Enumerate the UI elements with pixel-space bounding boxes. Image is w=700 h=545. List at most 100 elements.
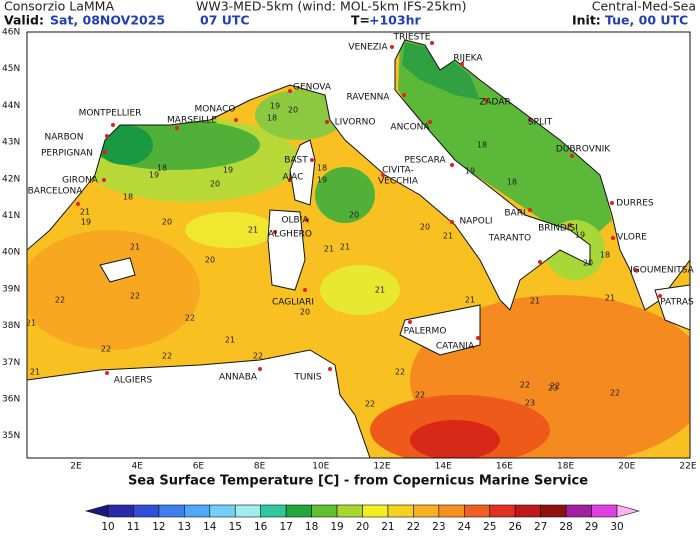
lat-label: 35N	[2, 431, 20, 441]
colorbar-tick-label: 17	[279, 521, 292, 533]
city-label: IGOUMENITSA	[630, 266, 695, 276]
valid-date: Sat, 08NOV2025	[50, 13, 165, 28]
isotherm-label: 19	[81, 218, 91, 227]
sea-hot	[410, 420, 500, 458]
colorbar-tick-label: 10	[101, 521, 114, 533]
colorbar-tick-label: 13	[178, 521, 191, 533]
colorbar-segment	[107, 504, 134, 518]
city-marker	[328, 367, 332, 371]
lat-label: 39N	[2, 284, 20, 294]
isotherm-label: 18	[507, 178, 517, 187]
colorbar-segment	[336, 504, 363, 518]
colorbar-over	[616, 504, 641, 518]
isotherm-label: 22	[610, 389, 620, 398]
city-label: NARBON	[45, 133, 84, 143]
city-marker	[484, 98, 488, 102]
city-marker	[234, 118, 238, 122]
city-marker	[273, 230, 277, 234]
city-marker	[428, 120, 432, 124]
city-marker	[175, 126, 179, 130]
isotherm-label: 23	[548, 384, 558, 393]
colorbar-tick-label: 21	[381, 521, 394, 533]
city-label: LIVORNO	[335, 118, 376, 128]
city-label: RIJEKA	[453, 54, 483, 64]
city-label: BRINDISI	[538, 224, 578, 234]
city-label: VECCHIA	[378, 177, 419, 187]
colorbar-segment	[565, 504, 592, 518]
city-label: PATRAS	[660, 298, 694, 308]
isotherm-label: 21	[130, 243, 140, 252]
city-marker	[528, 118, 532, 122]
colorbar-tick-label: 14	[203, 521, 217, 533]
colorbar-segment	[234, 504, 262, 518]
colorbar-tick-label: 25	[483, 521, 496, 533]
isotherm-label: 21	[605, 294, 615, 303]
colorbar-tick-label: 12	[152, 521, 165, 533]
colorbar-tick-label: 15	[229, 521, 242, 533]
isotherm-label: 20	[210, 180, 220, 189]
city-label: DURRES	[616, 199, 654, 209]
city-marker	[105, 371, 109, 375]
map-frame	[26, 31, 691, 459]
city-marker	[430, 41, 434, 45]
colorbar-tick-label: 28	[559, 521, 572, 533]
sardinia	[267, 209, 306, 291]
city-marker	[303, 288, 307, 292]
valid-label: Valid:	[4, 13, 44, 28]
colorbar-tick-label: 30	[610, 521, 623, 533]
city-label: BARI	[504, 209, 525, 219]
sea-cold	[97, 125, 153, 165]
city-label: BARCELONA	[28, 187, 84, 197]
isotherm-label: 19	[317, 176, 327, 185]
city-marker	[103, 150, 107, 154]
city-marker	[476, 336, 480, 340]
lat-label: 46N	[2, 28, 20, 38]
isotherm-label: 22	[395, 368, 405, 377]
source: Consorzio LaMMA	[4, 0, 114, 14]
colorbar-segment	[591, 504, 618, 518]
city-label: MARSEILLE	[167, 116, 217, 126]
isotherm-label: 22	[520, 381, 530, 390]
init-label: Init:	[572, 13, 601, 28]
city-marker	[76, 202, 80, 206]
city-label: ALGHERO	[268, 230, 312, 240]
isotherm-label: 19	[575, 231, 585, 240]
city-marker	[390, 45, 394, 49]
colorbar-segment	[387, 504, 414, 518]
mallorca	[99, 257, 136, 283]
isotherm-label: 18	[123, 193, 133, 202]
city-marker	[111, 123, 115, 127]
colorbar-tick-label: 24	[458, 521, 472, 533]
city-marker	[634, 268, 638, 272]
isotherm-label: 21	[248, 226, 258, 235]
colorbar-segment	[311, 504, 338, 518]
sea-mild	[320, 265, 400, 315]
valid-time: 07 UTC	[200, 13, 250, 28]
lat-label: 41N	[2, 211, 20, 221]
isotherm-label: 21	[225, 336, 235, 345]
city-label: OLBIA	[281, 216, 309, 226]
colorbar-tick-label: 23	[432, 521, 445, 533]
sea-mild	[185, 212, 275, 248]
colorbar-tick-label: 19	[330, 521, 343, 533]
colorbar-segment	[133, 504, 160, 518]
city-label: MONACO	[195, 105, 236, 115]
isotherm-label: 21	[80, 208, 90, 217]
colorbar-segment	[209, 504, 236, 518]
lon-label: 18E	[557, 462, 574, 472]
lon-label: 8E	[254, 462, 266, 472]
city-marker	[288, 89, 292, 93]
city-label: PESCARA	[404, 156, 446, 166]
colorbar-segment	[362, 504, 389, 518]
isotherm-label: 22	[415, 391, 425, 400]
colorbar-tick-label: 20	[356, 521, 369, 533]
city-marker	[381, 173, 385, 177]
city-label: NAPOLI	[459, 217, 492, 227]
isotherm-label: 20	[288, 106, 298, 115]
city-label: ZADAR	[479, 98, 511, 108]
city-label: PERPIGNAN	[41, 149, 93, 159]
region: Central-Med-Sea	[592, 0, 696, 14]
colorbar-tick-label: 18	[305, 521, 318, 533]
colorbar-tick-label: 26	[509, 521, 523, 533]
isotherm-label: 21	[375, 286, 385, 295]
